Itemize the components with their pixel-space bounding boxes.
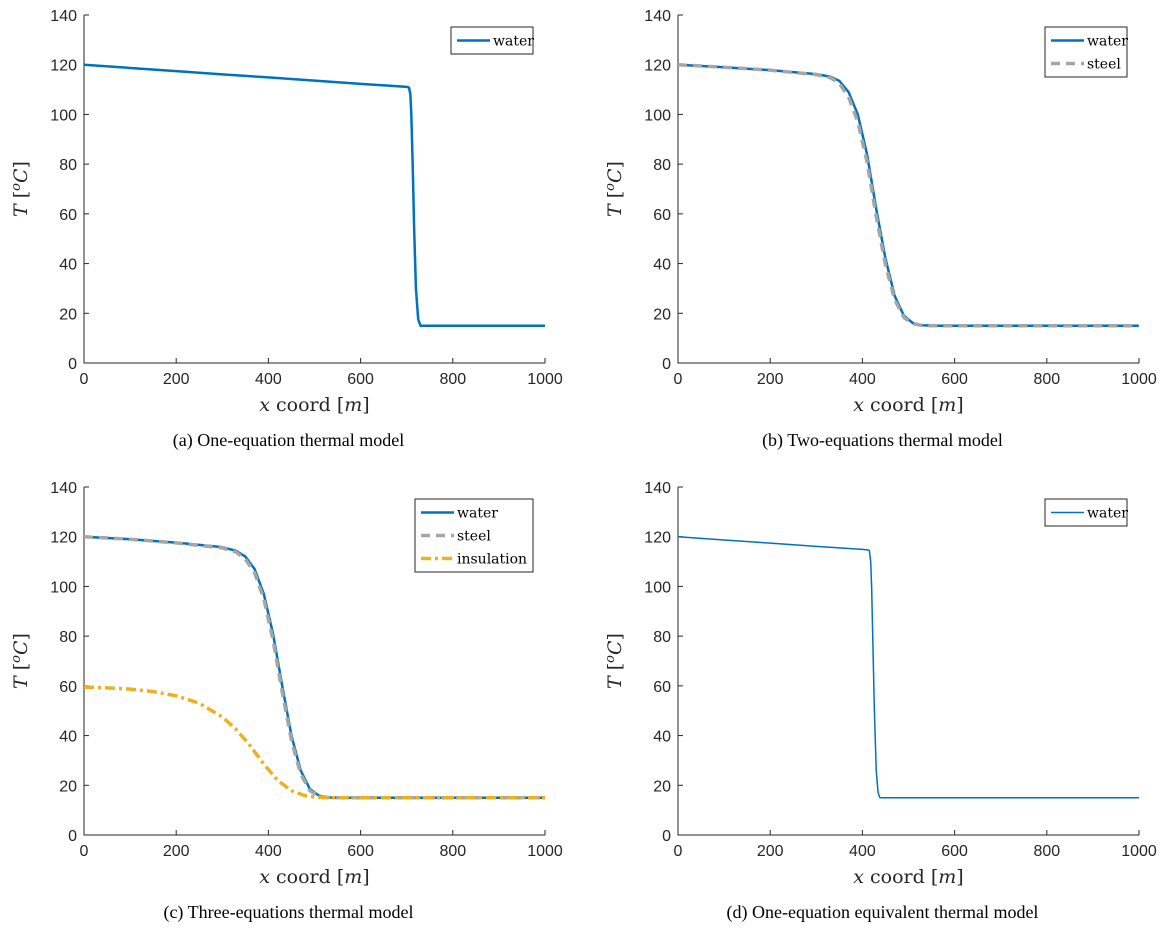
y-tick-label: 80	[653, 629, 671, 646]
y-tick-label: 80	[59, 629, 77, 646]
chart-panel-c: 0 200 400 600 800 1000 0 20 40 60 80 100 120 140 x coo…	[9, 480, 563, 923]
series-line-water	[678, 63, 1139, 327]
legend-box	[414, 498, 534, 573]
y-tick-label: 100	[50, 579, 77, 596]
y-tick-label: 0	[662, 828, 671, 845]
x-tick-label: 600	[347, 843, 374, 860]
x-tick-label: 600	[941, 371, 968, 388]
y-tick-label: 120	[644, 530, 671, 547]
y-tick-label: 60	[653, 207, 671, 224]
y-tick-label: 0	[662, 356, 671, 373]
x-tick-label: 800	[1033, 843, 1060, 860]
x-tick-label: 1000	[527, 843, 563, 860]
y-tick-label: 20	[653, 306, 671, 323]
panel-caption: (a) One-equation thermal model	[173, 430, 404, 451]
x-tick-label: 200	[757, 843, 784, 860]
x-tick-label: 1000	[1121, 371, 1157, 388]
series-line-steel	[678, 62, 1139, 328]
x-tick-label: 0	[80, 843, 89, 860]
legend-label-water: water	[1087, 506, 1128, 522]
y-axis-label: T [oC]	[603, 633, 626, 689]
y-tick-label: 20	[59, 306, 77, 323]
legend: water steel insulation	[414, 498, 534, 573]
y-axis-label: T [oC]	[9, 633, 32, 689]
series-line-water	[678, 535, 1139, 799]
y-tick-label: 40	[653, 257, 671, 274]
series-line-water	[84, 535, 545, 799]
y-axis-label: T [oC]	[603, 161, 626, 217]
y-tick-label: 60	[653, 679, 671, 696]
x-tick-label: 200	[163, 843, 190, 860]
legend-label-insulation: insulation	[457, 552, 527, 568]
y-tick-label: 60	[59, 679, 77, 696]
y-tick-label: 100	[50, 107, 77, 124]
panel-caption: (d) One-equation equivalent thermal mode…	[727, 902, 1039, 923]
y-tick-label: 60	[59, 207, 77, 224]
series-line-insulation	[84, 685, 545, 800]
legend-label-water: water	[493, 34, 534, 50]
chart-panel-b: 0 200 400 600 800 1000 0 20 40 60 80 100 120 140 x coo…	[603, 8, 1157, 451]
chart-panel-a: 0 200 400 600 800 1000 0 20 40 60 80 100 120 140 x coo…	[9, 8, 563, 451]
y-tick-label: 140	[644, 480, 671, 497]
x-tick-label: 600	[347, 371, 374, 388]
series-line-steel	[84, 534, 545, 800]
y-tick-label: 120	[644, 58, 671, 75]
legend-box	[1044, 26, 1128, 78]
x-tick-label: 1000	[527, 371, 563, 388]
legend-label-water: water	[457, 506, 498, 522]
x-tick-label: 400	[255, 371, 282, 388]
y-tick-label: 80	[653, 157, 671, 174]
axes-frame	[83, 15, 545, 364]
legend-label-steel: steel	[1087, 57, 1121, 73]
legend-label-steel: steel	[457, 529, 491, 545]
legend: water steel	[1044, 26, 1128, 78]
y-axis-label: T [oC]	[9, 161, 32, 217]
series-line-water	[84, 63, 545, 327]
y-tick-label: 40	[653, 729, 671, 746]
axes-frame	[677, 487, 1139, 836]
x-tick-label: 800	[439, 371, 466, 388]
y-tick-label: 0	[68, 828, 77, 845]
x-tick-label: 400	[255, 843, 282, 860]
panel-caption: (b) Two-equations thermal model	[762, 430, 1003, 451]
y-tick-label: 120	[50, 58, 77, 75]
y-tick-label: 80	[59, 157, 77, 174]
x-tick-label: 1000	[1121, 843, 1157, 860]
y-tick-label: 140	[50, 8, 77, 25]
legend: water	[450, 26, 534, 55]
legend-label-water: water	[1087, 34, 1128, 50]
x-tick-label: 800	[1033, 371, 1060, 388]
legend: water	[1044, 498, 1128, 527]
chart-panel-d: 0 200 400 600 800 1000 0 20 40 60 80 100 120 140 x coo…	[603, 480, 1157, 923]
x-tick-label: 400	[849, 371, 876, 388]
y-tick-label: 100	[644, 579, 671, 596]
x-tick-label: 800	[439, 843, 466, 860]
y-tick-label: 20	[59, 778, 77, 795]
y-tick-label: 40	[59, 729, 77, 746]
x-tick-label: 0	[674, 843, 683, 860]
x-tick-label: 400	[849, 843, 876, 860]
x-tick-label: 0	[80, 371, 89, 388]
x-tick-label: 200	[163, 371, 190, 388]
x-axis-label: x coord [m]	[259, 394, 369, 416]
x-tick-label: 200	[757, 371, 784, 388]
y-tick-label: 100	[644, 107, 671, 124]
y-tick-label: 20	[653, 778, 671, 795]
x-axis-label: x coord [m]	[853, 866, 963, 888]
x-axis-label: x coord [m]	[853, 394, 963, 416]
y-tick-label: 120	[50, 530, 77, 547]
y-tick-label: 140	[50, 480, 77, 497]
y-tick-label: 140	[644, 8, 671, 25]
x-tick-label: 600	[941, 843, 968, 860]
x-axis-label: x coord [m]	[259, 866, 369, 888]
y-tick-label: 40	[59, 257, 77, 274]
x-tick-label: 0	[674, 371, 683, 388]
y-tick-label: 0	[68, 356, 77, 373]
panel-caption: (c) Three-equations thermal model	[163, 902, 413, 923]
